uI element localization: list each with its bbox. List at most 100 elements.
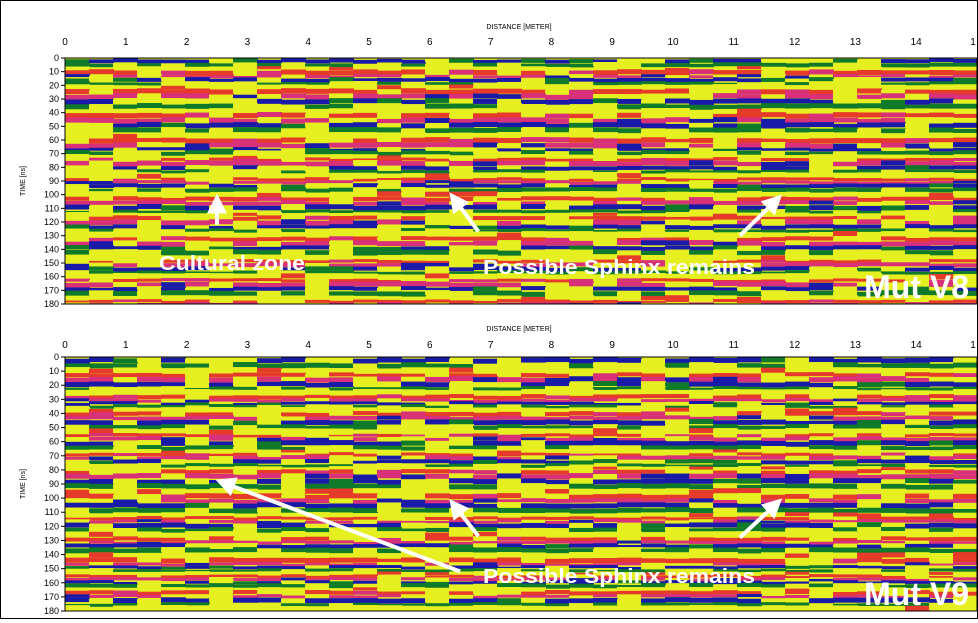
band-segment	[257, 568, 282, 572]
band-segment	[257, 231, 282, 237]
band-segment	[233, 493, 258, 499]
band-segment	[281, 58, 306, 63]
band-segment	[329, 88, 354, 94]
band-segment	[377, 408, 402, 413]
band-segment	[233, 455, 258, 460]
band-segment	[857, 527, 882, 532]
band-segment	[641, 376, 666, 382]
band-segment	[401, 113, 426, 119]
band-segment	[89, 606, 114, 611]
band-segment	[929, 541, 954, 545]
band-segment	[449, 449, 474, 453]
band-segment	[473, 602, 498, 606]
band-segment	[281, 118, 306, 124]
band-segment	[737, 363, 762, 369]
band-segment	[65, 377, 90, 383]
band-segment	[953, 66, 977, 70]
band-segment	[233, 259, 258, 263]
band-segment	[353, 483, 378, 489]
band-segment	[953, 132, 977, 138]
band-segment	[689, 513, 714, 518]
band-segment	[449, 532, 474, 538]
band-segment	[209, 216, 234, 221]
band-segment	[665, 216, 690, 221]
band-segment	[185, 493, 210, 499]
band-segment	[353, 420, 378, 426]
band-segment	[281, 184, 306, 189]
band-segment	[905, 605, 930, 611]
band-segment	[137, 512, 162, 517]
band-segment	[905, 148, 930, 152]
band-segment	[761, 74, 786, 78]
band-segment	[113, 299, 138, 303]
y-tick-label: 160	[44, 578, 59, 588]
band-segment	[761, 255, 786, 261]
band-segment	[113, 523, 138, 529]
band-segment	[521, 213, 546, 217]
band-segment	[137, 408, 162, 413]
band-segment	[521, 541, 546, 545]
band-segment	[281, 494, 306, 500]
band-segment	[545, 377, 570, 383]
band-segment	[881, 147, 906, 151]
band-segment	[833, 267, 858, 272]
band-segment	[185, 213, 210, 217]
band-segment	[161, 563, 186, 567]
band-segment	[185, 123, 210, 129]
band-segment	[401, 581, 426, 585]
band-segment	[905, 113, 930, 119]
band-segment	[305, 237, 330, 242]
band-segment	[233, 437, 258, 442]
band-segment	[689, 574, 714, 578]
band-segment	[473, 402, 498, 406]
band-segment	[89, 188, 114, 193]
band-segment	[785, 122, 810, 128]
band-segment	[737, 425, 762, 430]
band-segment	[329, 436, 354, 441]
band-segment	[785, 161, 810, 167]
band-segment	[881, 246, 906, 251]
band-segment	[689, 493, 714, 499]
band-segment	[233, 127, 258, 133]
band-segment	[929, 62, 954, 67]
band-segment	[737, 541, 762, 545]
band-segment	[377, 433, 402, 437]
band-segment	[689, 416, 714, 421]
band-segment	[809, 519, 834, 523]
band-segment	[905, 254, 930, 260]
band-segment	[737, 478, 762, 484]
band-segment	[425, 581, 450, 585]
band-segment	[905, 408, 930, 413]
band-segment	[929, 273, 954, 279]
band-segment	[689, 450, 714, 454]
band-segment	[305, 362, 330, 368]
band-segment	[689, 565, 714, 569]
band-segment	[617, 562, 642, 566]
band-segment	[929, 591, 954, 596]
band-segment	[737, 531, 762, 537]
band-segment	[281, 104, 306, 110]
band-segment	[953, 147, 977, 151]
band-segment	[713, 483, 738, 489]
band-segment	[929, 89, 954, 95]
band-segment	[377, 232, 402, 238]
band-segment	[113, 577, 138, 581]
band-segment	[905, 523, 930, 529]
band-segment	[281, 245, 306, 250]
band-segment	[665, 563, 690, 567]
band-segment	[377, 165, 402, 170]
band-segment	[785, 528, 810, 533]
band-segment	[161, 273, 186, 279]
band-segment	[233, 532, 258, 538]
band-segment	[185, 228, 210, 232]
band-segment	[761, 66, 786, 70]
band-segment	[593, 517, 618, 521]
band-segment	[929, 372, 954, 377]
band-segment	[89, 474, 114, 480]
band-segment	[521, 117, 546, 123]
band-segment	[569, 503, 594, 509]
band-segment	[401, 566, 426, 570]
band-segment	[137, 489, 162, 495]
band-segment	[809, 169, 834, 173]
